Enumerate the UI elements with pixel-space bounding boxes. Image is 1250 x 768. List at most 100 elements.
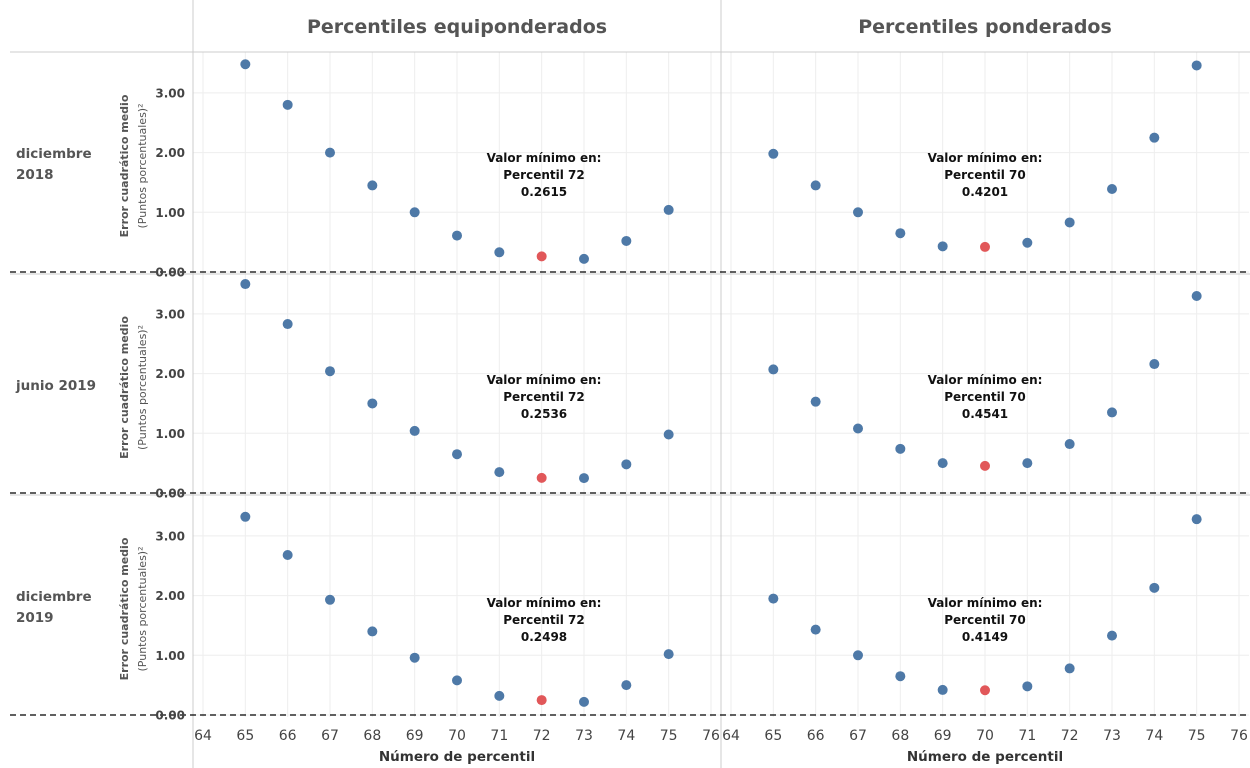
data-point	[282, 319, 293, 330]
minimum-point	[536, 251, 547, 262]
y-tick-label: 0.00	[155, 266, 185, 280]
data-point	[895, 228, 906, 239]
x-tick-label: 67	[321, 728, 339, 744]
y-tick-label: 1.00	[155, 649, 185, 663]
x-tick-label: 65	[764, 728, 782, 744]
frame-layer	[10, 0, 1250, 768]
data-point	[452, 449, 462, 460]
minimum-annotation: 0.2536	[521, 407, 567, 421]
x-tick-label: 69	[934, 728, 952, 744]
minimum-annotation: 0.2498	[521, 630, 567, 644]
data-point	[1107, 184, 1117, 195]
data-point	[1191, 60, 1202, 71]
data-point	[240, 511, 251, 522]
x-tick-label: 75	[660, 728, 678, 744]
minimum-point	[980, 685, 990, 696]
data-point	[1064, 663, 1075, 674]
minimum-annotation: 0.2615	[521, 185, 567, 199]
minimum-annotation: 0.4149	[962, 630, 1008, 644]
minimum-annotation: Percentil 72	[503, 390, 585, 404]
data-point	[579, 473, 589, 484]
row-label: junio 2019	[15, 378, 96, 394]
data-point	[452, 675, 462, 686]
data-point	[1022, 237, 1033, 248]
data-point	[937, 458, 948, 469]
x-tick-label: 76	[1230, 728, 1248, 744]
data-point	[494, 467, 505, 478]
data-point	[1022, 458, 1033, 469]
y-axis-title: Error cuadrático medio	[118, 316, 131, 459]
data-point	[494, 690, 505, 701]
data-point	[325, 594, 335, 605]
x-tick-label: 72	[533, 728, 551, 744]
data-point	[810, 180, 821, 191]
data-point	[579, 253, 589, 264]
minimum-point	[536, 472, 547, 483]
data-point	[409, 207, 420, 218]
data-point	[367, 626, 378, 637]
x-tick-label: 71	[490, 728, 508, 744]
x-axis-title: Número de percentil	[379, 749, 535, 765]
minimum-annotation: Valor mínimo en:	[487, 373, 602, 387]
minimum-point	[536, 695, 547, 706]
data-point	[282, 550, 293, 561]
data-point	[1064, 439, 1075, 450]
minimum-point	[980, 460, 990, 471]
y-tick-label: 2.00	[155, 589, 185, 603]
y-axis-title: Error cuadrático medio	[118, 94, 131, 237]
data-point	[937, 684, 948, 695]
x-tick-label: 65	[236, 728, 254, 744]
x-tick-label: 72	[1061, 728, 1079, 744]
data-point	[325, 147, 335, 158]
x-tick-label: 66	[807, 728, 825, 744]
data-point	[409, 425, 420, 436]
minimum-annotation: Valor mínimo en:	[487, 596, 602, 610]
minimum-point	[980, 241, 990, 252]
data-point	[621, 235, 632, 246]
data-point	[663, 649, 674, 660]
data-point	[409, 652, 420, 663]
y-tick-label: 1.00	[155, 427, 185, 441]
data-point	[663, 204, 674, 215]
data-point	[853, 650, 863, 661]
column-title: Percentiles ponderados	[858, 16, 1112, 38]
x-tick-label: 70	[976, 728, 994, 744]
data-point	[240, 279, 251, 290]
minimum-annotation: Valor mínimo en:	[928, 373, 1043, 387]
minimum-annotation: Percentil 70	[944, 390, 1026, 404]
text-layer: Percentiles equiponderados Percentiles po…	[15, 16, 1248, 765]
data-point	[663, 429, 674, 440]
data-point	[768, 148, 779, 159]
data-point	[895, 671, 906, 682]
x-tick-label: 70	[448, 728, 466, 744]
data-point	[1191, 290, 1202, 301]
data-point	[1022, 681, 1033, 692]
row-label: 2018	[16, 167, 54, 183]
x-tick-label: 64	[722, 728, 740, 744]
data-point	[937, 241, 948, 252]
data-point	[452, 230, 462, 241]
y-tick-label: 3.00	[155, 86, 185, 100]
minimum-annotation: Valor mínimo en:	[928, 151, 1043, 165]
y-tick-label: 2.00	[155, 367, 185, 381]
y-axis-unit: (Puntos porcentuales)²	[136, 546, 149, 671]
y-tick-label: 2.00	[155, 146, 185, 160]
x-axis-title: Número de percentil	[907, 749, 1063, 765]
data-point	[895, 443, 906, 454]
data-point	[325, 366, 335, 377]
data-point	[810, 396, 821, 407]
x-tick-label: 73	[1103, 728, 1121, 744]
data-point	[240, 59, 251, 70]
x-tick-label: 66	[279, 728, 297, 744]
x-tick-label: 67	[849, 728, 867, 744]
data-point	[282, 99, 293, 110]
row-label: diciembre	[16, 589, 92, 605]
x-tick-label: 68	[891, 728, 909, 744]
data-point	[1064, 217, 1075, 228]
x-tick-label: 73	[575, 728, 593, 744]
x-tick-label: 69	[406, 728, 424, 744]
x-tick-label: 75	[1188, 728, 1206, 744]
minimum-annotation: Valor mínimo en:	[928, 596, 1043, 610]
data-point	[367, 180, 378, 191]
